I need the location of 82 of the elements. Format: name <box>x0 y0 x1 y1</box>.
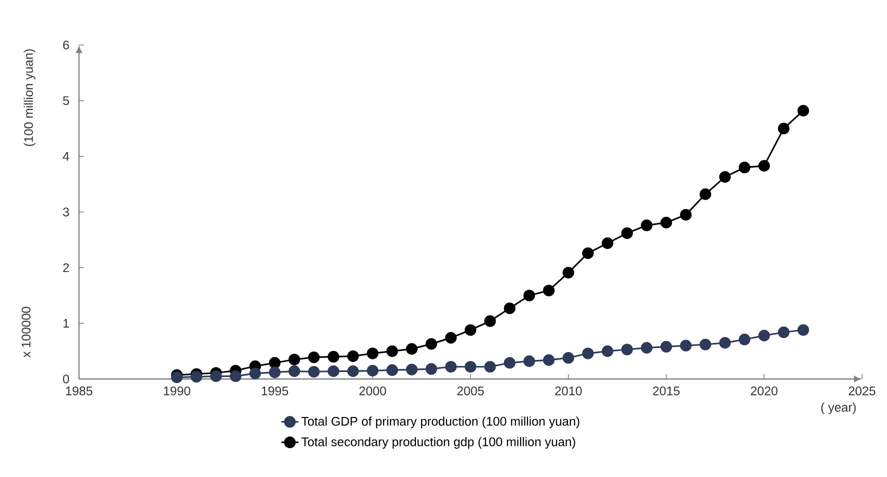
y-tick-label: 1 <box>64 319 69 328</box>
point <box>562 352 574 364</box>
point <box>660 340 672 353</box>
point <box>778 326 790 338</box>
x-tick-label: 1995 <box>262 386 288 396</box>
point <box>484 360 496 373</box>
point <box>445 360 457 373</box>
point <box>504 302 516 314</box>
point <box>347 365 359 378</box>
point <box>543 284 555 296</box>
point <box>758 330 770 342</box>
point <box>386 345 398 357</box>
point <box>504 357 516 369</box>
point <box>700 338 712 350</box>
point <box>778 122 790 134</box>
point <box>249 368 261 380</box>
y-tick-label: 5 <box>63 96 69 106</box>
point <box>640 220 652 232</box>
legend-label: Total GDP of primary production (100 million yuan) <box>301 416 580 428</box>
point <box>797 104 810 116</box>
y-tick-label: 2 <box>63 263 69 272</box>
point <box>210 370 222 382</box>
y-tick-label: 3 <box>63 208 69 216</box>
point <box>464 360 476 373</box>
point <box>719 337 731 349</box>
point <box>366 364 378 376</box>
point <box>680 208 692 221</box>
point <box>543 354 555 366</box>
point <box>366 348 378 360</box>
legend-label: Total secondary production gdp (100 million yuan) <box>301 437 576 449</box>
point <box>738 334 750 346</box>
point <box>582 247 594 259</box>
point <box>288 354 300 366</box>
point <box>738 162 750 174</box>
x-tick-label: 1990 <box>164 386 190 396</box>
point <box>308 351 320 364</box>
x-tick-label: 2015 <box>653 386 680 396</box>
y-axis-title: (100 million yuan) <box>24 49 36 146</box>
point <box>602 237 614 249</box>
point <box>288 365 300 378</box>
point <box>406 364 418 376</box>
point <box>386 364 398 376</box>
point <box>562 266 574 278</box>
point <box>445 332 457 344</box>
text: x 100000 <box>22 306 30 358</box>
point <box>230 370 242 382</box>
point <box>426 338 438 350</box>
y-tick-label: 0 <box>63 374 69 384</box>
point <box>582 348 594 360</box>
point <box>700 188 712 200</box>
point <box>328 350 340 363</box>
x-tick-label: 2005 <box>457 386 484 396</box>
point <box>660 216 672 228</box>
point <box>602 345 614 357</box>
point <box>797 324 810 336</box>
point <box>268 357 281 369</box>
point <box>406 343 418 355</box>
point <box>347 350 359 362</box>
point <box>523 290 536 302</box>
point <box>190 370 202 383</box>
point <box>621 344 633 356</box>
point <box>680 340 692 352</box>
y-tick-label: 6 <box>63 40 69 50</box>
point <box>268 366 281 378</box>
x-tick-label: 2020 <box>750 386 778 396</box>
x-tick-label: 2025 <box>848 386 876 396</box>
point <box>621 227 633 239</box>
point <box>719 171 731 183</box>
y-tick-label: 4 <box>62 152 70 161</box>
x-tick-label: 2010 <box>555 386 582 396</box>
point <box>328 365 340 378</box>
point <box>464 324 476 336</box>
point <box>171 372 183 384</box>
point <box>426 363 438 375</box>
x-axis-title: ( year) <box>821 402 856 414</box>
point <box>308 366 320 378</box>
x-tick-label: 1985 <box>66 386 92 396</box>
point <box>523 355 536 367</box>
point <box>758 160 770 172</box>
x-tick-label: 2000 <box>359 386 386 396</box>
point <box>484 315 496 327</box>
point <box>640 342 652 354</box>
